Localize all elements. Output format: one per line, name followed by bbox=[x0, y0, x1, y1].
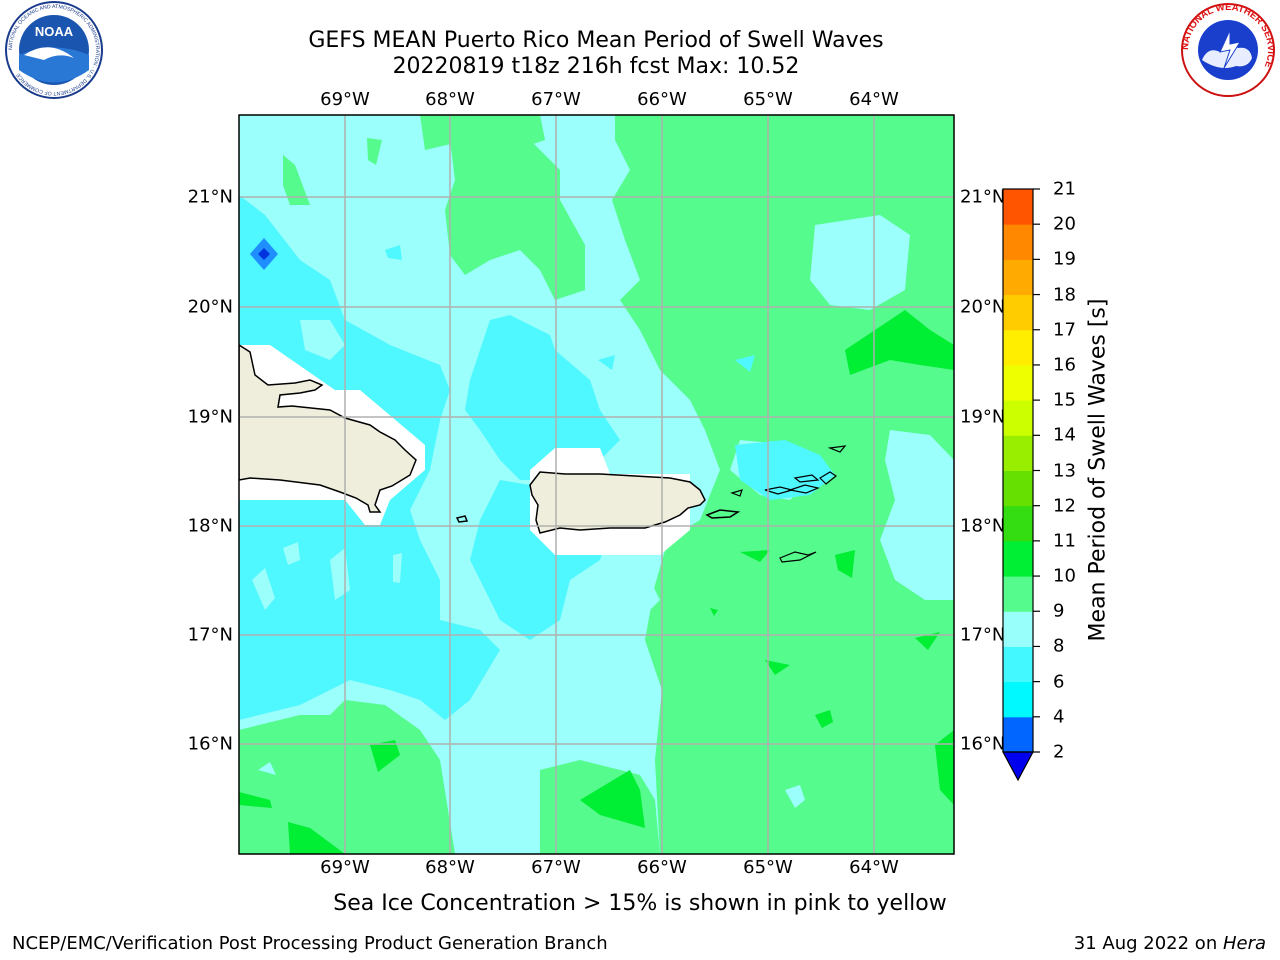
lon-label-bottom: 66°W bbox=[637, 857, 687, 878]
lon-label-top: 64°W bbox=[849, 89, 899, 110]
footer-date: 31 Aug 2022 on Hera bbox=[1074, 933, 1266, 954]
land-vieques bbox=[705, 509, 741, 519]
colorbar-tick-label: 8 bbox=[1053, 635, 1065, 657]
contour-green-e3 bbox=[765, 660, 790, 675]
lat-label-left: 16°N bbox=[187, 733, 233, 755]
contour-light-green-nw2 bbox=[367, 138, 382, 165]
colorbar-tick-label: 15 bbox=[1053, 389, 1076, 411]
lon-label-bottom: 68°W bbox=[425, 857, 475, 878]
colorbar-tick-label: 10 bbox=[1053, 565, 1076, 587]
lon-label-top: 68°W bbox=[425, 89, 475, 110]
colorbar-tick-label: 18 bbox=[1053, 284, 1076, 306]
contour-green-e7 bbox=[710, 608, 718, 616]
colorbar-tick-label: 11 bbox=[1053, 530, 1076, 552]
colorbar-tick-label: 21 bbox=[1053, 178, 1076, 200]
footer-machine: Hera bbox=[1222, 933, 1266, 954]
contour-light-green-nw bbox=[283, 155, 310, 205]
colorbar-tick-label: 14 bbox=[1053, 424, 1076, 446]
graticule bbox=[239, 115, 954, 854]
contour-light-green-center bbox=[445, 140, 585, 300]
lon-label-bottom: 69°W bbox=[320, 857, 370, 878]
map-frame bbox=[238, 114, 955, 855]
noaa-logo-name: NOAA bbox=[35, 24, 74, 39]
lat-label-right: 18°N bbox=[960, 515, 1006, 537]
colorbar-tick-label: 19 bbox=[1053, 248, 1076, 270]
colorbar-tick-label: 16 bbox=[1053, 354, 1076, 376]
contour-green-sw3 bbox=[239, 792, 272, 808]
contour-light-green-south bbox=[239, 700, 455, 854]
colorbar-tick-label: 4 bbox=[1053, 706, 1065, 728]
colorbar-tick-label: 12 bbox=[1053, 495, 1076, 517]
contour-cyan-center bbox=[465, 315, 620, 480]
contour-light-cyan-patch bbox=[600, 580, 660, 620]
contour-light-cyan-hole1 bbox=[300, 320, 345, 360]
contour-green-se bbox=[580, 770, 645, 828]
map-title: GEFS MEAN Puerto Rico Mean Period of Swe… bbox=[308, 28, 884, 53]
footer-date-text: 31 Aug 2022 on bbox=[1073, 933, 1223, 954]
land-tortola bbox=[793, 474, 820, 483]
contour-cyan-ne bbox=[735, 440, 835, 500]
land-culebra bbox=[730, 489, 743, 497]
contour-cyan-spot2 bbox=[735, 355, 755, 372]
contour-light-cyan-patch3 bbox=[258, 762, 276, 775]
contour-green-e2 bbox=[740, 550, 770, 562]
contour-light-cyan-hole5 bbox=[393, 553, 402, 583]
colorbar-label: Mean Period of Swell Waves [s] bbox=[1085, 298, 1111, 642]
colorbar-tick-label: 13 bbox=[1053, 460, 1076, 481]
contour-green-e5 bbox=[915, 632, 940, 650]
lat-label-right: 21°N bbox=[960, 186, 1006, 208]
contour-green-e6 bbox=[935, 730, 954, 805]
sea-ice-note: Sea Ice Concentration > 15% is shown in … bbox=[333, 891, 947, 916]
lat-label-right: 17°N bbox=[960, 624, 1006, 646]
contour-light-green-ne-hole bbox=[810, 215, 910, 310]
lon-label-top: 67°W bbox=[531, 89, 581, 110]
land-anegada bbox=[827, 445, 847, 453]
contour-cyan-n bbox=[385, 245, 402, 260]
lat-label-right: 19°N bbox=[960, 406, 1006, 428]
contour-light-cyan-east bbox=[880, 430, 954, 600]
noaa-logo: NOAA NATIONAL OCEANIC AND ATMOSPHERIC AD… bbox=[5, 1, 103, 99]
lat-label-left: 18°N bbox=[187, 515, 233, 537]
map-subtitle: 20220819 t18z 216h fcst Max: 10.52 bbox=[392, 54, 800, 79]
lon-label-top: 65°W bbox=[743, 89, 793, 110]
contour-light-cyan-hole2 bbox=[283, 542, 300, 565]
lon-label-bottom: 65°W bbox=[743, 857, 793, 878]
land-mona bbox=[455, 515, 469, 523]
contour-green-e4 bbox=[815, 710, 833, 728]
contour-green-sw bbox=[370, 740, 400, 772]
lat-label-right: 20°N bbox=[960, 296, 1006, 318]
lon-label-top: 69°W bbox=[320, 89, 370, 110]
lon-label-bottom: 67°W bbox=[531, 857, 581, 878]
contour-green-e1 bbox=[835, 550, 855, 578]
lat-label-right: 16°N bbox=[960, 733, 1006, 755]
lat-label-left: 20°N bbox=[187, 296, 233, 318]
colorbar-tick-label: 6 bbox=[1053, 671, 1065, 693]
lon-label-bottom: 64°W bbox=[849, 857, 899, 878]
lon-label-top: 66°W bbox=[637, 89, 687, 110]
contour-green-ne bbox=[845, 310, 954, 375]
contour-green-sw2 bbox=[288, 822, 345, 854]
contour-cyan-spot bbox=[598, 355, 615, 370]
colorbar-tick-label: 9 bbox=[1053, 600, 1065, 622]
colorbar-tick-label: 2 bbox=[1053, 741, 1065, 763]
contour-light-cyan-hole3 bbox=[252, 568, 275, 610]
land-stjohn bbox=[787, 484, 820, 494]
lat-label-left: 21°N bbox=[187, 186, 233, 208]
colorbar-tick-label: 17 bbox=[1053, 319, 1076, 341]
footer-credit: NCEP/EMC/Verification Post Processing Pr… bbox=[12, 933, 608, 954]
lat-label-left: 17°N bbox=[187, 624, 233, 646]
nws-logo: NATIONAL WEATHER SERVICE bbox=[1180, 2, 1276, 97]
land-stcroix bbox=[779, 551, 817, 563]
contour-blue-spot-core bbox=[258, 248, 270, 260]
lat-label-left: 19°N bbox=[187, 406, 233, 428]
contour-light-cyan-hole6 bbox=[502, 730, 510, 752]
land-virgin-gorda bbox=[819, 471, 838, 485]
colorbar-tick-label: 20 bbox=[1053, 213, 1076, 235]
contour-light-cyan-patch2 bbox=[785, 785, 805, 808]
